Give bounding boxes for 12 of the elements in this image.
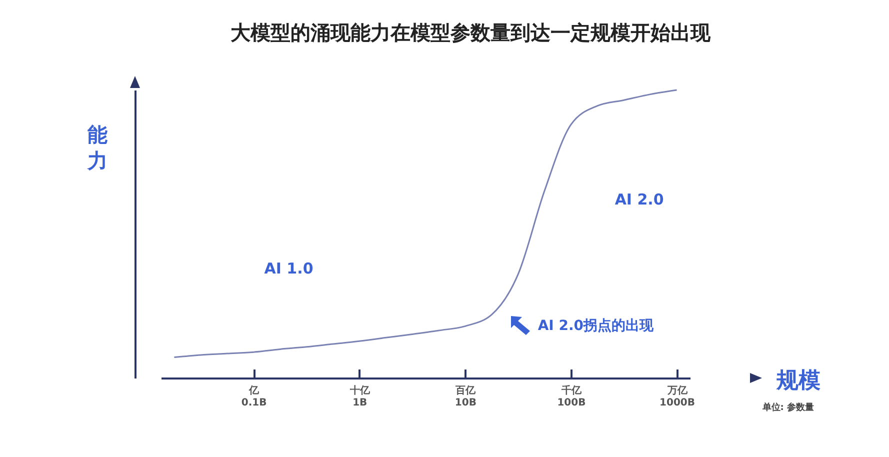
x-tick-label: 亿 0.1B — [241, 384, 267, 408]
y-axis-title: 能力 — [86, 122, 108, 172]
x-tick-label: 千亿 100B — [557, 384, 586, 408]
x-axis-title: 规模 — [776, 368, 820, 394]
x-tick-label: 十亿 1B — [348, 384, 371, 408]
chart-title: 大模型的涌现能力在模型参数量到达一定规模开始出现 — [230, 20, 712, 44]
text: 单位: 参数量 — [761, 402, 814, 413]
x-tick-label: 百亿 10B — [454, 384, 477, 408]
x-tick-label: 万亿 1000B — [660, 384, 696, 408]
annotation: AI 2.0拐点的出现 — [538, 318, 655, 334]
annotation: AI 2.0 — [614, 190, 664, 208]
annotation: AI 1.0 — [264, 260, 314, 278]
